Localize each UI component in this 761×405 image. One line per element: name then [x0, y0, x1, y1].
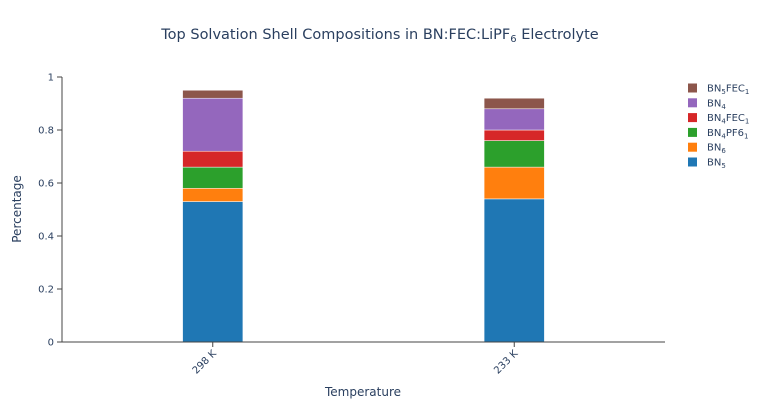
legend-item: BN4: [688, 98, 726, 111]
legend-swatch: [688, 83, 697, 93]
legend-item: BN5: [688, 157, 726, 171]
legend-swatch: [688, 113, 697, 123]
chart-title-suffix: Electrolyte: [517, 27, 599, 43]
bar-segment: [483, 140, 545, 168]
y-tick-label: 0: [48, 338, 54, 349]
y-axis: 0 0.2 0.4 0.6 0.8 1: [38, 73, 63, 349]
x-tick-label: 298 K: [191, 348, 219, 376]
chart-title-subscript: 6: [510, 34, 516, 45]
x-axis-title: Temperature: [324, 385, 401, 399]
bar-segment: [182, 166, 244, 189]
legend-swatch: [688, 127, 697, 137]
y-tick-label: 1: [48, 73, 54, 84]
legend-label: BN5FEC1: [707, 84, 749, 97]
y-tick-label: 0.8: [38, 126, 54, 137]
legend-label: BN6: [707, 143, 726, 156]
legend-label: BN4FEC1: [707, 113, 749, 126]
legend-item: BN4PF61: [688, 127, 748, 141]
bar-segment: [182, 97, 244, 152]
y-tick-label: 0.6: [38, 179, 54, 190]
legend-item: BN6: [688, 142, 726, 156]
legend-label: BN4PF61: [707, 128, 748, 141]
bar-segment: [483, 129, 545, 141]
bar-segment: [182, 150, 244, 168]
bars-group: [182, 90, 545, 343]
legend-item: BN5FEC1: [688, 83, 749, 97]
y-tick-label: 0.2: [38, 285, 54, 296]
bar-segment: [182, 201, 244, 343]
x-axis: 298 K 233 K: [62, 341, 665, 377]
legend-swatch: [688, 98, 697, 108]
legend-label: BN5: [707, 158, 726, 171]
legend-swatch: [688, 142, 697, 152]
y-tick-label: 0.4: [38, 232, 54, 243]
legend-label: BN4: [707, 98, 726, 111]
y-axis-title: Percentage: [10, 175, 24, 243]
x-tick-label: 233 K: [492, 348, 520, 376]
bar-segment: [483, 166, 545, 200]
bar-segment: [182, 188, 244, 202]
legend-item: BN4FEC1: [688, 113, 749, 126]
legend-swatch: [688, 157, 697, 167]
bar-segment: [182, 90, 244, 99]
chart-title: Top Solvation Shell Compositions in BN:F…: [160, 27, 599, 45]
bar-segment: [483, 97, 545, 110]
chart-title-prefix: Top Solvation Shell Compositions in BN:F…: [160, 27, 510, 43]
bar-segment: [483, 108, 545, 131]
bar-segment: [483, 198, 545, 343]
